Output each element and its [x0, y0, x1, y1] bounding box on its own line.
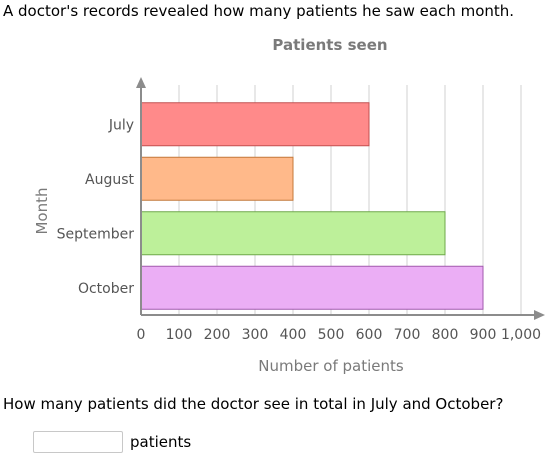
x-tick-label: 100 — [166, 327, 193, 343]
category-label: August — [85, 172, 135, 188]
problem-intro: A doctor's records revealed how many pat… — [3, 2, 515, 20]
answer-unit-label: patients — [130, 433, 192, 451]
category-labels: July August September October — [57, 117, 135, 297]
category-label: October — [78, 281, 134, 297]
x-tick-label: 1,000 — [501, 327, 541, 343]
answer-row: patients — [33, 430, 191, 454]
y-axis-title: Month — [33, 187, 51, 234]
x-tick-label: 0 — [137, 327, 146, 343]
bar-chart: Patients seen July August September October… — [33, 36, 545, 375]
x-tick-label: 700 — [394, 327, 421, 343]
bar-august — [140, 156, 294, 201]
category-label: July — [108, 117, 134, 133]
bar-july — [140, 102, 370, 147]
bar-september — [140, 211, 446, 256]
x-tick-label: 800 — [432, 327, 459, 343]
bars — [140, 102, 484, 310]
x-tick-label: 400 — [280, 327, 307, 343]
axes — [136, 77, 545, 320]
x-tick-labels: 0 100 200 300 400 500 600 700 800 900 1,000 — [137, 327, 542, 343]
category-label: September — [57, 226, 135, 242]
x-axis-arrow — [534, 310, 545, 320]
y-axis-arrow — [136, 77, 146, 88]
x-tick-label: 300 — [242, 327, 269, 343]
x-axis-title: Number of patients — [258, 357, 404, 375]
bar-october — [140, 265, 484, 310]
x-tick-label: 200 — [204, 327, 231, 343]
chart-title: Patients seen — [272, 36, 387, 54]
question-text: How many patients did the doctor see in … — [3, 395, 504, 413]
x-tick-label: 600 — [356, 327, 383, 343]
x-tick-label: 500 — [318, 327, 345, 343]
answer-input[interactable] — [33, 431, 123, 453]
x-tick-label: 900 — [470, 327, 497, 343]
